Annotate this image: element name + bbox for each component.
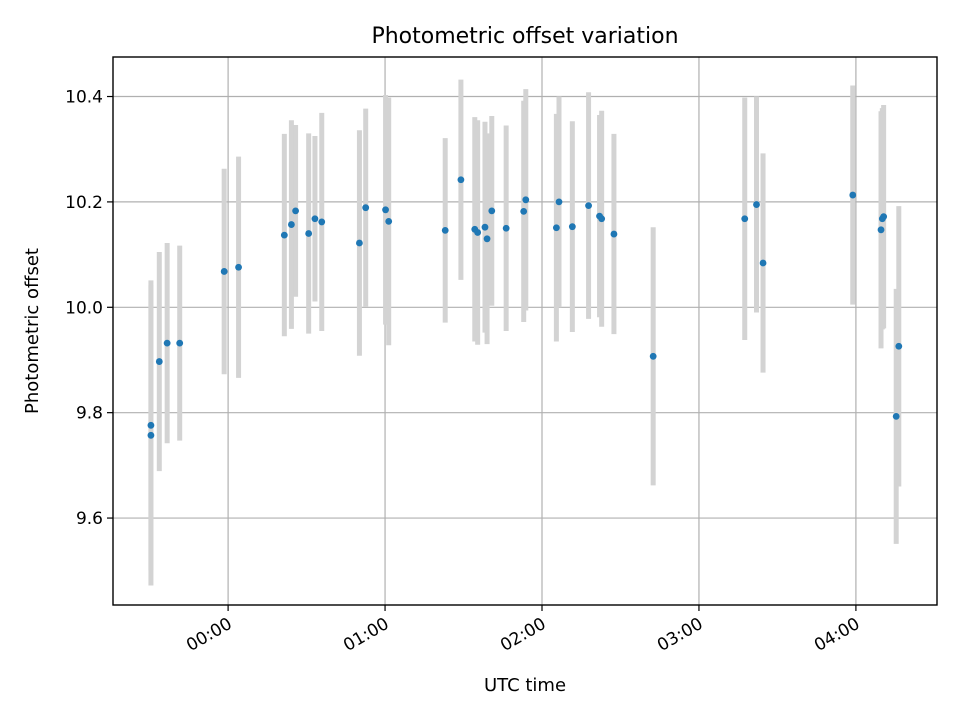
data-point — [288, 221, 295, 228]
chart-title: Photometric offset variation — [371, 24, 678, 49]
y-tick-label: 10.2 — [65, 193, 103, 213]
data-point — [474, 229, 482, 236]
data-point — [305, 230, 313, 237]
data-point — [585, 202, 592, 209]
data-point — [318, 218, 326, 226]
data-point — [457, 176, 465, 184]
data-point — [552, 224, 560, 232]
data-point — [610, 230, 618, 238]
data-point — [356, 239, 363, 247]
data-point — [235, 263, 242, 271]
data-point — [176, 339, 184, 347]
data-point — [147, 421, 155, 429]
data-point — [892, 412, 900, 420]
data-points — [147, 176, 903, 439]
data-point — [382, 206, 389, 214]
data-point — [292, 207, 299, 215]
data-point — [555, 198, 563, 206]
data-point — [280, 231, 288, 239]
y-tick-label: 10.0 — [65, 298, 103, 318]
plot-frame — [112, 56, 938, 606]
data-point — [311, 215, 319, 223]
data-point — [741, 215, 749, 223]
data-point — [598, 215, 606, 223]
data-point — [520, 207, 528, 215]
data-point — [849, 191, 857, 199]
data-point — [880, 213, 888, 221]
data-point — [155, 358, 163, 365]
data-point — [759, 259, 767, 267]
data-point — [488, 207, 496, 215]
data-point — [147, 431, 155, 439]
y-tick-label: 9.6 — [76, 509, 103, 529]
y-axis-label: Photometric offset — [22, 248, 43, 414]
data-point — [163, 339, 171, 347]
data-point — [895, 342, 903, 350]
data-point — [441, 226, 449, 234]
data-point — [483, 235, 491, 243]
x-axis-label: UTC time — [484, 675, 566, 696]
data-point — [649, 352, 657, 360]
data-point — [568, 223, 576, 231]
y-tick-label: 10.4 — [65, 88, 103, 108]
data-point — [753, 201, 760, 208]
data-point — [481, 223, 489, 231]
data-point — [385, 218, 393, 225]
data-point — [362, 204, 370, 212]
data-point — [220, 268, 228, 275]
data-point — [502, 224, 510, 232]
y-tick-label: 9.8 — [76, 404, 103, 424]
data-point — [522, 196, 530, 204]
data-point — [877, 226, 885, 234]
